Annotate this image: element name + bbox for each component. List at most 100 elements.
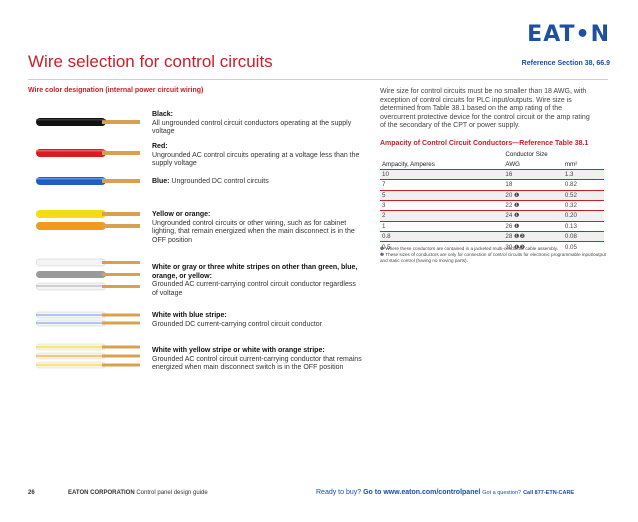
table-footnotes: ❶ Where these conductors are contained i… bbox=[380, 246, 610, 264]
note-marker: ❶ bbox=[514, 222, 520, 230]
wire-size-intro: Wire size for control circuits must be n… bbox=[380, 88, 590, 129]
note-marker: ❶ bbox=[514, 212, 520, 220]
cell-awg: 16 bbox=[503, 168, 563, 180]
cell-awg: 28 ❶❷ bbox=[503, 230, 563, 242]
table-row: 2 24 ❶ 0.20 bbox=[380, 210, 604, 222]
wire-text: Ungrounded AC control circuits operating… bbox=[152, 151, 360, 168]
guide-name: Control panel design guide bbox=[136, 490, 208, 496]
cell-mm: 1.3 bbox=[562, 168, 604, 180]
awg-value: 22 bbox=[505, 202, 513, 210]
wire-desc-white-blue-stripe: White with blue stripe: Grounded DC curr… bbox=[152, 312, 362, 329]
footnote-mark: ❷ bbox=[380, 252, 385, 257]
wire-text: Grounded AC control circuit current-carr… bbox=[152, 355, 362, 372]
footnote-1: ❶ Where these conductors are contained i… bbox=[380, 246, 610, 252]
page-number: 26 bbox=[28, 490, 35, 496]
cell-amps: 0.8 bbox=[380, 230, 504, 242]
white-blue-stripe-wire-image bbox=[36, 311, 140, 327]
awg-value: 24 bbox=[505, 212, 513, 220]
cell-amps: 2 bbox=[380, 210, 504, 222]
cell-awg: 24 ❶ bbox=[503, 210, 563, 222]
cell-mm: 0.13 bbox=[562, 220, 604, 232]
eaton-logo: EAT•N bbox=[527, 22, 610, 47]
blue-wire-image bbox=[36, 177, 140, 185]
ampacity-table: Conductor Size Ampacity, Amperes AWG mm²… bbox=[380, 150, 604, 252]
wire-desc-yellow-orange: Yellow or orange: Ungrounded control cir… bbox=[152, 211, 362, 245]
wire-text: Grounded DC current-carrying control cir… bbox=[152, 320, 323, 328]
wire-text: All ungrounded control circuit conductor… bbox=[152, 119, 352, 136]
phone-link[interactable]: Call 877-ETN-CARE bbox=[523, 490, 575, 496]
table-header-mm: mm² bbox=[564, 160, 578, 168]
table-row: 7 18 0.82 bbox=[380, 179, 604, 190]
footnote-text: Where these conductors are contained in … bbox=[385, 246, 558, 251]
cell-mm: 0.82 bbox=[562, 179, 604, 190]
table-header-amps: Ampacity, Amperes bbox=[382, 160, 435, 168]
website-link[interactable]: Go to www.eaton.com/controlpanel bbox=[363, 489, 481, 496]
wire-name: Yellow or orange: bbox=[152, 211, 211, 218]
cell-mm: 0.52 bbox=[562, 189, 604, 201]
yellow-orange-wire-image bbox=[36, 210, 140, 230]
wire-section-heading: Wire color designation (internal power c… bbox=[28, 87, 204, 94]
cell-mm: 0.20 bbox=[562, 210, 604, 222]
cell-amps: 10 bbox=[380, 168, 504, 180]
wire-desc-black: Black: All ungrounded control circuit co… bbox=[152, 111, 362, 137]
wire-desc-red: Red: Ungrounded AC control circuits oper… bbox=[152, 143, 362, 169]
cell-mm: 0.32 bbox=[562, 199, 604, 211]
table-row: 0.5 30 ❶❷ 0.05 bbox=[380, 241, 604, 252]
cell-amps: 3 bbox=[380, 199, 504, 211]
reference-section: Reference Section 38, 66.9 bbox=[521, 60, 610, 67]
cell-amps: 0.5 bbox=[380, 241, 504, 252]
awg-value: 30 bbox=[505, 243, 513, 251]
table-row: 5 20 ❶ 0.52 bbox=[380, 189, 604, 201]
cell-amps: 5 bbox=[380, 189, 504, 201]
title-divider bbox=[28, 79, 608, 80]
wire-name: Black: bbox=[152, 111, 174, 118]
footer-cta: Ready to buy? Go to www.eaton.com/contro… bbox=[316, 489, 574, 496]
cell-mm: 0.08 bbox=[562, 230, 604, 242]
ready-text: Ready to buy? bbox=[316, 489, 362, 496]
cell-mm: 0.05 bbox=[562, 241, 604, 252]
awg-value: 26 bbox=[505, 222, 513, 230]
wire-name: White with blue stripe: bbox=[152, 312, 227, 319]
question-text: Got a question? bbox=[482, 490, 522, 496]
wire-name: White with yellow stripe or white with o… bbox=[152, 347, 325, 354]
wire-text: Grounded AC current-carrying control cir… bbox=[152, 281, 356, 297]
cell-awg: 26 ❶ bbox=[503, 220, 563, 232]
table-row: 1 26 ❶ 0.13 bbox=[380, 220, 604, 232]
table-row: 3 22 ❶ 0.32 bbox=[380, 199, 604, 211]
cell-awg: 30 ❶❷ bbox=[503, 241, 563, 252]
footer-corp: EATON CORPORATION Control panel design g… bbox=[68, 490, 208, 496]
cell-amps: 7 bbox=[380, 179, 504, 190]
white-gray-wire-image bbox=[36, 258, 140, 291]
table-header-row: Conductor Size bbox=[380, 150, 604, 159]
page-title: Wire selection for control circuits bbox=[28, 52, 273, 71]
awg-value: 20 bbox=[505, 191, 513, 199]
awg-value: 18 bbox=[505, 181, 513, 189]
note-marker: ❶❷ bbox=[514, 243, 526, 251]
cell-awg: 20 ❶ bbox=[503, 189, 563, 201]
cell-awg: 22 ❶ bbox=[503, 199, 563, 211]
corp-name: EATON CORPORATION bbox=[68, 490, 135, 496]
cell-amps: 1 bbox=[380, 220, 504, 232]
table-row: 10 16 1.3 bbox=[380, 168, 604, 180]
table-header-row: Ampacity, Amperes AWG mm² bbox=[380, 159, 604, 169]
note-marker: ❶ bbox=[514, 202, 520, 210]
cell-awg: 18 bbox=[503, 179, 563, 190]
ampacity-table-title: Ampacity of Control Circuit Conductors—R… bbox=[380, 140, 589, 147]
wire-desc-white-gray: White or gray or three white stripes on … bbox=[152, 264, 362, 298]
footnote-mark: ❶ bbox=[380, 246, 385, 251]
table-header-conductor-size: Conductor Size bbox=[505, 151, 548, 159]
awg-value: 16 bbox=[505, 170, 513, 178]
note-marker: ❶ bbox=[514, 191, 520, 199]
table-header-empty bbox=[380, 150, 503, 159]
wire-name: Red: bbox=[152, 143, 168, 150]
wire-name: Blue: bbox=[152, 178, 170, 185]
note-marker: ❶❷ bbox=[514, 233, 526, 241]
wire-text: Ungrounded control circuits or other wir… bbox=[152, 219, 355, 244]
wire-desc-white-yellow-orange-stripe: White with yellow stripe or white with o… bbox=[152, 347, 362, 373]
white-yellow-orange-stripe-wire-image bbox=[36, 343, 140, 369]
table-row: 0.8 28 ❶❷ 0.08 bbox=[380, 230, 604, 242]
wire-desc-blue: Blue: Ungrounded DC control circuits bbox=[152, 178, 362, 187]
footnote-text: These sizes of conductors are only for c… bbox=[380, 252, 606, 263]
table-header-awg: AWG bbox=[505, 160, 520, 168]
black-wire-image bbox=[36, 118, 140, 126]
